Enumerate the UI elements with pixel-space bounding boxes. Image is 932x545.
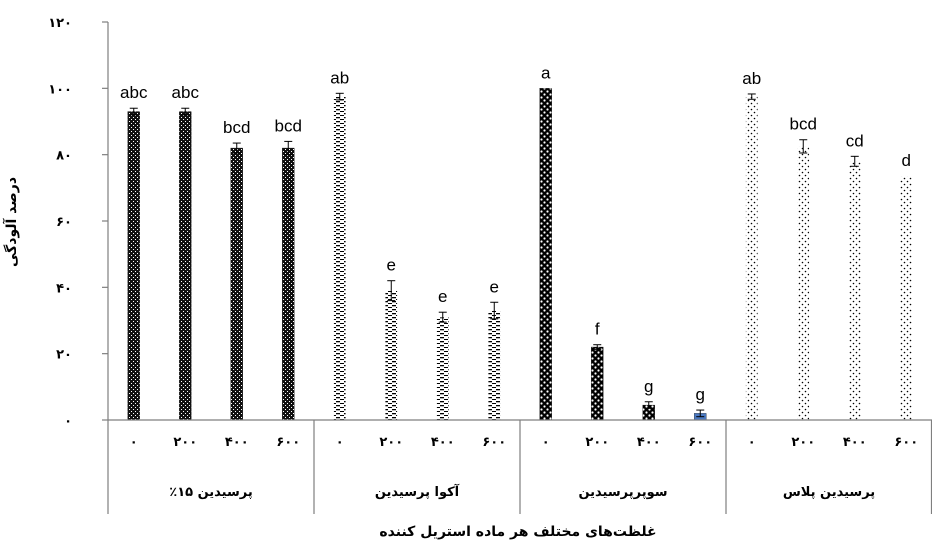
bar [230,147,243,421]
significance-label: g [644,377,653,396]
x-tick-label: ۴۰۰ [431,435,455,450]
significance-label: bcd [275,116,302,135]
x-tick-label: ۲۰۰ [791,435,815,450]
significance-label: cd [846,131,864,150]
bar [436,317,449,421]
bar [488,310,501,421]
bar [179,111,192,421]
significance-label: bcd [223,118,250,137]
significance-label: a [541,63,551,82]
bar [848,161,861,421]
significance-label: e [490,277,499,296]
bar [745,96,758,421]
bar [797,146,810,421]
x-tick-label: ۴۰۰ [637,435,661,450]
x-tick-label: ۰ [542,435,550,450]
x-tick-label: ۶۰۰ [688,435,712,450]
y-tick-label: ۸۰ [56,149,72,164]
bar [282,147,295,421]
x-tick-label: ۲۰۰ [379,435,403,450]
y-tick-label: ۰ [64,414,72,429]
bar [385,290,398,421]
bar [591,346,604,421]
group-label: سوپرپرسیدین [578,485,667,500]
significance-label: bcd [790,115,817,134]
x-tick-label: ۲۰۰ [173,435,197,450]
x-tick-label: ۲۰۰ [585,435,609,450]
y-tick-label: ۶۰ [56,215,72,230]
x-tick-label: ۰ [336,435,344,450]
x-tick-label: ۶۰۰ [894,435,918,450]
y-axis-title: درصد آلودگی [2,177,20,267]
x-tick-label: ۴۰۰ [225,435,249,450]
bar [900,176,913,421]
x-axis-title: غلظت‌های مختلف هر ماده استریل کننده [379,524,656,540]
significance-label: abc [120,83,148,102]
significance-label: d [902,151,911,170]
y-tick-label: ۱۲۰ [48,16,72,31]
significance-label: ab [742,69,761,88]
group-label: پرسیدین ۱۵٪ [169,485,253,500]
x-tick-label: ۶۰۰ [276,435,300,450]
y-tick-label: ۱۰۰ [48,82,72,97]
group-label: آکوا پرسیدین [375,483,460,500]
bar [539,88,552,421]
significance-label: abc [172,83,200,102]
significance-label: f [595,320,600,339]
significance-label: g [696,385,705,404]
bar [333,96,346,421]
x-tick-label: ۰ [130,435,138,450]
bars: abc abc bcd bcd ab e e e a f g g ab bcd cd d [120,63,913,421]
x-tick-label: ۴۰۰ [843,435,867,450]
significance-label: ab [330,68,349,87]
y-tick-label: ۲۰ [56,348,72,363]
y-axis: ۰ ۲۰ ۴۰ ۶۰ ۸۰ ۱۰۰ ۱۲۰ [48,16,109,429]
significance-label: e [438,287,447,306]
x-tick-label: ۰ [748,435,756,450]
x-tick-label: ۶۰۰ [482,435,506,450]
significance-label: e [387,256,396,275]
y-tick-label: ۴۰ [56,281,72,296]
x-axis: ۰ ۲۰۰ ۴۰۰ ۶۰۰ پرسیدین ۱۵٪ ۰ ۲۰۰ ۴۰۰ ۶۰۰ آکوا پرسی… [107,419,932,514]
group-label: پرسیدین پلاس [783,485,875,500]
bar [127,111,140,421]
